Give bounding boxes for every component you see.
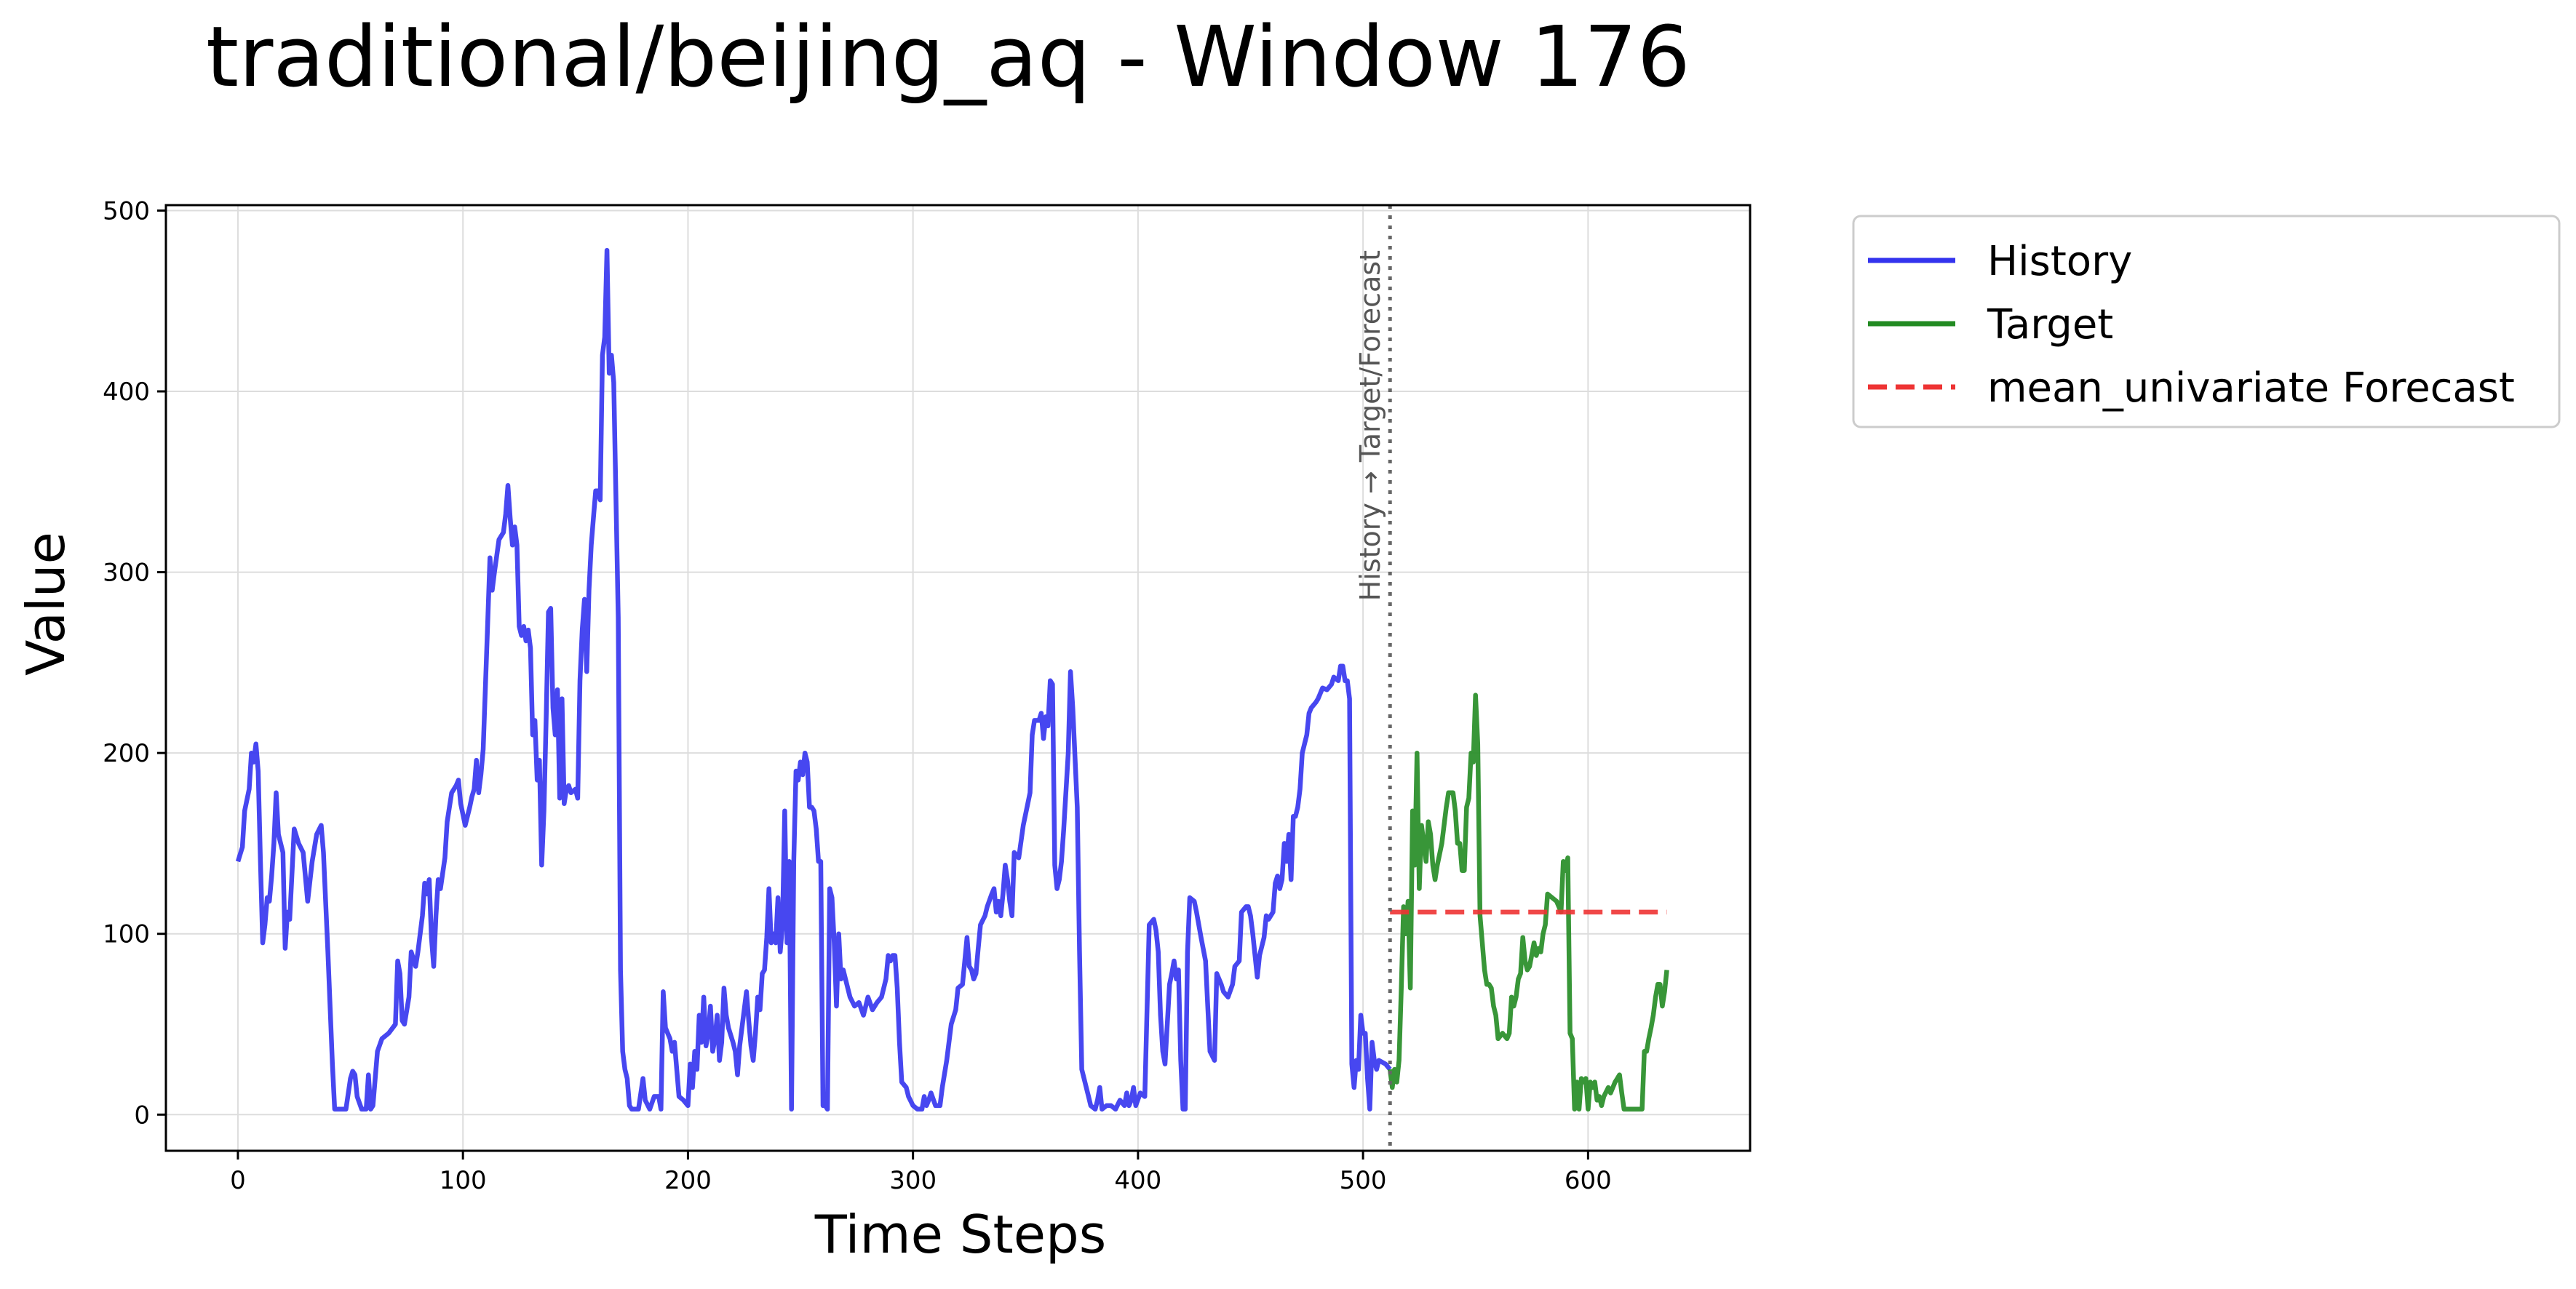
series-line-history xyxy=(235,247,1392,1112)
x-tick-label: 100 xyxy=(440,1166,487,1195)
y-tick-label: 100 xyxy=(103,920,150,949)
x-tick-label: 0 xyxy=(230,1166,246,1195)
split-marker: History → Target/Forecast xyxy=(1354,205,1392,1151)
split-label: History → Target/Forecast xyxy=(1354,250,1386,601)
y-axis-label: Value xyxy=(15,532,76,676)
x-tick-label: 400 xyxy=(1114,1166,1161,1195)
x-tick-label: 200 xyxy=(664,1166,712,1195)
legend-label-mean-univariate-forecast: mean_univariate Forecast xyxy=(1987,364,2515,412)
series-layer xyxy=(235,247,1669,1112)
x-tick-label: 300 xyxy=(889,1166,937,1195)
y-tick-label: 0 xyxy=(134,1101,150,1130)
y-tick-label: 300 xyxy=(103,559,150,588)
legend: History Target mean_univariate Forecast xyxy=(1852,215,2561,428)
series-line-target xyxy=(1387,693,1669,1112)
x-tick-label: 600 xyxy=(1565,1166,1612,1195)
legend-label-target: Target xyxy=(1987,301,2113,348)
axis-ticks: 0 100 200 300 400 500 600 0 100 200 300 400 500 xyxy=(103,196,1612,1195)
legend-label-history: History xyxy=(1987,238,2132,285)
plot-frame xyxy=(164,204,1752,1152)
y-tick-label: 500 xyxy=(103,196,150,226)
x-tick-label: 500 xyxy=(1340,1166,1387,1195)
chart-title: traditional/beijing_aq - Window 176 xyxy=(206,9,1690,106)
x-axis-label: Time Steps xyxy=(814,1204,1107,1265)
y-tick-label: 200 xyxy=(103,739,150,768)
legend-frame xyxy=(1852,215,2561,428)
y-tick-label: 400 xyxy=(103,378,150,407)
gridlines xyxy=(166,205,1750,1151)
